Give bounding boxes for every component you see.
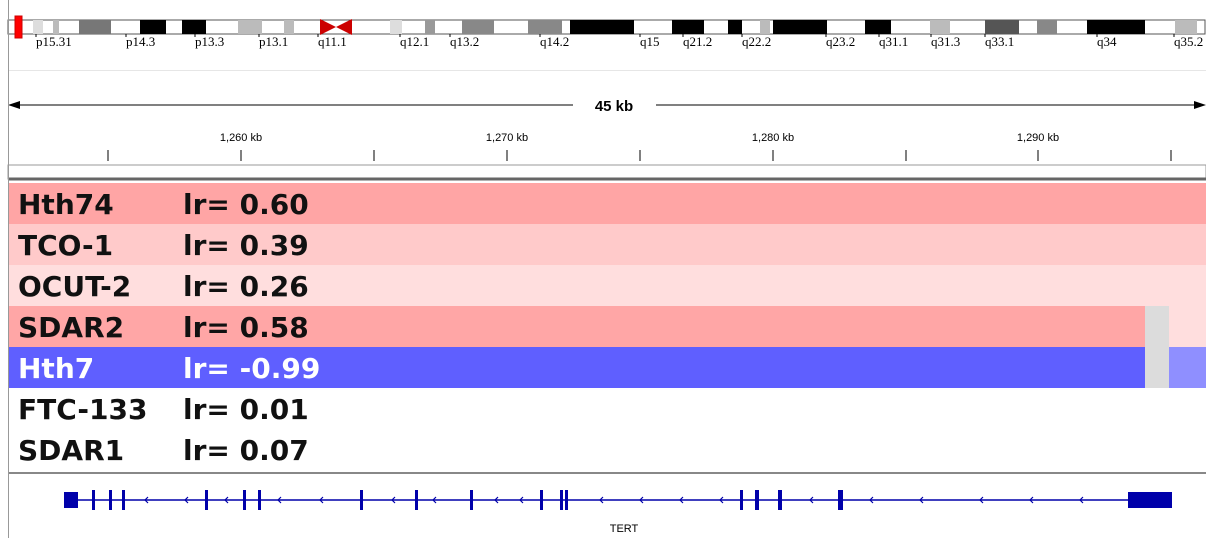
- band-label: p14.3: [126, 34, 155, 49]
- exon: [1128, 492, 1172, 508]
- gene-model-tert[interactable]: [64, 490, 1172, 510]
- log-ratio: lr= 0.60: [183, 188, 309, 221]
- exon: [565, 490, 568, 510]
- track-row[interactable]: FTC-133 lr= 0.01: [8, 388, 1206, 429]
- band-label: q14.2: [540, 34, 569, 49]
- exon: [470, 490, 473, 510]
- segment-tail-hth7: [1169, 347, 1206, 388]
- track-row[interactable]: SDAR1 lr= 0.07: [8, 429, 1206, 470]
- current-region-marker: [14, 15, 23, 39]
- strand-arrow-icon: [599, 496, 604, 504]
- position-ruler[interactable]: 45 kb 1,260 kb 1,270 kb 1,280 kb 1,290 kb: [0, 70, 1206, 182]
- strand-arrow-icon: [144, 496, 149, 504]
- band-label: q33.1: [985, 34, 1014, 49]
- strand-arrow-icon: [679, 496, 684, 504]
- track-row[interactable]: OCUT-2 lr= 0.26: [8, 265, 1206, 306]
- gene-exons: [64, 490, 1172, 510]
- log-ratio: lr= 0.07: [183, 434, 309, 467]
- exon: [92, 490, 95, 510]
- sample-name: OCUT-2: [18, 270, 132, 303]
- strand-arrow-icon: [391, 496, 396, 504]
- exon: [838, 490, 843, 510]
- centromere-icon: [320, 19, 352, 35]
- copy-number-tracks: Hth74 lr= 0.60 TCO-1 lr= 0.39 OCUT-2 lr=…: [0, 183, 1206, 475]
- strand-arrow-icon: [494, 496, 499, 504]
- track-row[interactable]: TCO-1 lr= 0.39: [8, 224, 1206, 265]
- band-label: q15: [640, 34, 660, 49]
- ruler-ticks: 1,260 kb 1,270 kb 1,280 kb 1,290 kb: [107, 132, 1172, 161]
- sample-name: Hth74: [18, 188, 114, 221]
- track-row[interactable]: Hth74 lr= 0.60: [8, 183, 1206, 224]
- strand-arrow-icon: [809, 496, 814, 504]
- exon: [109, 490, 112, 510]
- strand-arrow-icon: [719, 496, 724, 504]
- exon: [258, 490, 261, 510]
- band-label: q35.2: [1174, 34, 1203, 49]
- exon: [360, 490, 363, 510]
- strand-arrows: [144, 496, 1084, 504]
- exon: [740, 490, 743, 510]
- strand-arrow-icon: [277, 496, 282, 504]
- exon: [778, 490, 782, 510]
- sample-name: Hth7: [18, 352, 95, 385]
- band-labels: p15.31 p14.3 p13.3 p13.1 q11.1 q12.1 q13.2 q14.…: [35, 34, 1203, 49]
- band-label: q12.1: [400, 34, 429, 49]
- exon: [560, 490, 563, 510]
- ruler-tick-label: 1,290 kb: [1017, 132, 1059, 144]
- strand-arrow-icon: [639, 496, 644, 504]
- chromosome-ideogram[interactable]: p15.31 p14.3 p13.3 p13.1 q11.1 q12.1 q13.2 q14.…: [0, 0, 1206, 70]
- band-label: p13.1: [259, 34, 288, 49]
- ruler-tick-label: 1,260 kb: [220, 132, 262, 144]
- band-label: p15.31: [36, 34, 72, 49]
- log-ratio: lr= 0.01: [183, 393, 309, 426]
- track-row[interactable]: SDAR2 lr= 0.58: [8, 306, 1206, 347]
- gene-track[interactable]: TERT: [0, 480, 1206, 540]
- band-label: q23.2: [826, 34, 855, 49]
- sample-name: SDAR1: [18, 434, 125, 467]
- segment-gap-hth7: [1145, 347, 1169, 388]
- band-label: q31.3: [931, 34, 960, 49]
- strand-arrow-icon: [869, 496, 874, 504]
- band-label: p13.3: [195, 34, 224, 49]
- segment-tail-sdar2: [1169, 306, 1206, 347]
- ruler-tick-label: 1,280 kb: [752, 132, 794, 144]
- strand-arrow-icon: [1079, 496, 1084, 504]
- strand-arrow-icon: [184, 496, 189, 504]
- exon: [755, 490, 759, 510]
- span-arrow-left-icon: [8, 101, 20, 109]
- span-arrow-right-icon: [1194, 101, 1206, 109]
- exon: [205, 490, 208, 510]
- exon: [243, 490, 246, 510]
- gene-label: TERT: [610, 523, 639, 535]
- log-ratio: lr= 0.26: [183, 270, 309, 303]
- band-label: q13.2: [450, 34, 479, 49]
- strand-arrow-icon: [979, 496, 984, 504]
- strand-arrow-icon: [432, 496, 437, 504]
- strand-arrow-icon: [224, 496, 229, 504]
- sample-name: FTC-133: [18, 393, 148, 426]
- strand-arrow-icon: [919, 496, 924, 504]
- log-ratio: lr= -0.99: [183, 352, 321, 385]
- band-label: q34: [1097, 34, 1117, 49]
- band-label: q21.2: [683, 34, 712, 49]
- ideogram-bands: [7, 19, 1206, 35]
- band-label: q11.1: [318, 34, 347, 49]
- strand-arrow-icon: [319, 496, 324, 504]
- exon: [64, 492, 78, 508]
- log-ratio: lr= 0.58: [183, 311, 309, 344]
- exon: [415, 490, 418, 510]
- sample-name: SDAR2: [18, 311, 125, 344]
- span-label: 45 kb: [595, 98, 633, 115]
- strand-arrow-icon: [1029, 496, 1034, 504]
- band-label: q22.2: [742, 34, 771, 49]
- segment-gap-sdar2: [1145, 306, 1169, 347]
- strand-arrow-icon: [519, 496, 524, 504]
- exon: [540, 490, 543, 510]
- sample-name: TCO-1: [18, 229, 114, 262]
- track-row[interactable]: Hth7 lr= -0.99: [8, 347, 1206, 388]
- band-label: q31.1: [879, 34, 908, 49]
- log-ratio: lr= 0.39: [183, 229, 309, 262]
- exon: [122, 490, 125, 510]
- ruler-tick-label: 1,270 kb: [486, 132, 528, 144]
